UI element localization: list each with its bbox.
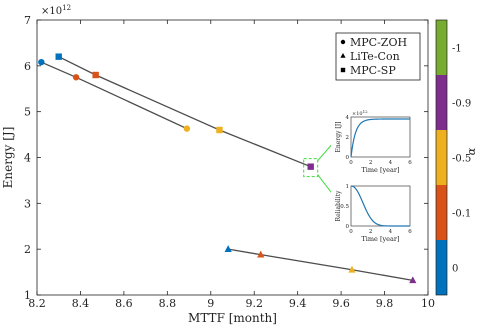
highlight-box [303,158,319,178]
inset-y-axis-label: Energy [J] [335,122,342,153]
inset-frame [350,185,411,227]
y-multiplier-base: ×10 [41,6,62,17]
x-tick-label: 8.2 [28,297,46,310]
colorbar-tick-label: -1 [452,44,462,55]
inset-x-tick-label: 4 [389,229,393,235]
inset-x-tick-label: 2 [369,160,373,166]
inset-x-axis-label: Time [year] [361,235,399,243]
inset-y-multiplier-exponent: 12 [363,109,369,114]
y-tick-label: 7 [24,14,31,27]
colorbar-frame [435,19,448,296]
inset-x-tick-label: 0 [349,160,353,166]
y-tick-label: 5 [24,106,31,119]
series-line-lite-con [228,248,413,281]
x-axis-label: MTTF [month] [188,311,277,325]
data-point-lite-con [348,265,356,273]
colorbar-segment [436,185,447,240]
inset-x-tick-label: 0 [349,229,353,235]
inset-y-multiplier: ×1012 [352,109,368,117]
colorbar-segment [436,130,447,185]
inset-x-tick-label: 4 [389,160,393,166]
colorbar-tick-label: -0.5 [452,154,471,165]
x-tick-label: 8.6 [115,297,133,310]
data-point-mpc-zoh [72,74,80,81]
y-tick-label: 4 [24,152,31,165]
data-point-mpc-sp [92,71,99,79]
inset-curve [350,118,410,158]
x-tick-label: 9.2 [245,297,263,310]
legend-marker [340,39,346,45]
colorbar-segment [436,20,447,75]
inset-y-axis-label: Reliability [335,190,342,221]
inset-curve [350,185,410,227]
y-tick-label: 2 [24,243,31,256]
colorbar-label: α [465,147,478,155]
data-point-mpc-zoh [38,58,45,66]
x-tick-label: 8.4 [72,297,90,310]
inset-y-tick-label: 1 [346,184,350,190]
data-point-lite-con [257,250,265,258]
inset-x-tick-label: 6 [408,160,412,166]
y-axis-label: Energy [J] [1,127,15,189]
y-tick-label: 3 [24,197,31,210]
data-point-mpc-sp [55,53,62,60]
y-multiplier-exponent: 12 [62,4,71,12]
inset-x-tick-label: 6 [408,229,412,235]
series-line-mpc-sp [58,56,311,168]
inset-x-tick-label: 2 [369,229,373,235]
y-multiplier: ×1012 [41,4,71,17]
legend-marker [340,67,346,73]
colorbar-segment [436,240,447,295]
colorbar-tick-label: 0 [452,264,458,275]
y-tick-label: 1 [24,289,31,302]
inset-y-multiplier-base: ×10 [352,111,363,117]
data-point-mpc-sp [216,126,223,134]
data-point-mpc-sp [307,163,314,170]
data-point-mpc-zoh [183,125,191,132]
x-tick-label: 9 [207,297,214,310]
inset-y-tick-label: 0 [346,155,350,161]
legend [335,32,421,81]
inset-y-tick-label: 0 [346,224,350,230]
data-point-lite-con [224,245,232,252]
inset-plot: 0 2 4 6 0 0.5 1 Time [year] Reliability [331,178,416,246]
x-tick-label: 9.4 [289,297,307,310]
inset-x-axis-label: Time [year] [361,166,399,174]
data-point-lite-con [409,276,417,284]
colorbar-tick-label: -0.1 [452,209,471,220]
legend-label: LiTe-Con [350,50,400,63]
inset-y-tick-label: 0.5 [340,204,349,210]
colorbar-segment [436,75,447,130]
inset-y-tick-label: 2 [346,135,350,141]
inset-frame [350,116,411,158]
y-tick-label: 6 [24,60,31,73]
x-tick-label: 10 [421,297,435,310]
colorbar-tick-label: -0.9 [452,99,471,110]
x-tick-label: 9.8 [376,297,394,310]
legend-marker [340,53,346,58]
inset-y-tick-label: 4 [346,115,350,121]
x-tick-label: 9.6 [332,297,350,310]
x-tick-label: 8.8 [159,297,177,310]
legend-label: MPC-SP [350,64,396,77]
legend-label: MPC-ZOH [350,36,407,49]
